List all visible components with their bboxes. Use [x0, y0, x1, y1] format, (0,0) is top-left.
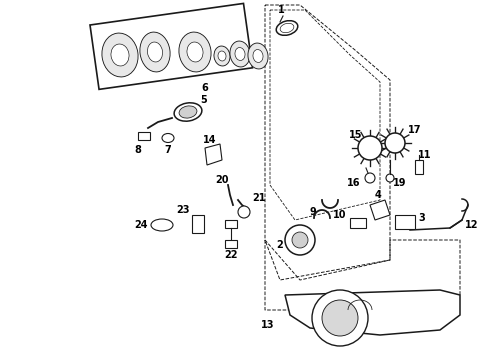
Ellipse shape — [102, 33, 138, 77]
Circle shape — [365, 173, 375, 183]
Text: 9: 9 — [309, 207, 316, 217]
Text: 17: 17 — [408, 125, 421, 135]
Ellipse shape — [230, 41, 250, 67]
Bar — [192, 215, 204, 233]
Ellipse shape — [276, 21, 298, 35]
Text: 20: 20 — [215, 175, 229, 185]
Bar — [138, 132, 150, 140]
Polygon shape — [285, 290, 460, 335]
Text: 12: 12 — [465, 220, 479, 230]
Circle shape — [385, 133, 405, 153]
Text: 21: 21 — [252, 193, 266, 203]
Text: 24: 24 — [134, 220, 148, 230]
Bar — [225, 220, 237, 228]
Ellipse shape — [162, 134, 174, 143]
Text: 8: 8 — [135, 145, 142, 155]
Ellipse shape — [147, 42, 163, 62]
Bar — [415, 160, 423, 174]
Text: 11: 11 — [418, 150, 432, 160]
Ellipse shape — [235, 48, 245, 60]
Text: 19: 19 — [393, 178, 407, 188]
Circle shape — [322, 300, 358, 336]
Text: 16: 16 — [346, 178, 360, 188]
Text: 6: 6 — [201, 83, 208, 93]
Ellipse shape — [187, 42, 203, 62]
Circle shape — [285, 225, 315, 255]
Ellipse shape — [174, 103, 202, 121]
Circle shape — [238, 206, 250, 218]
Ellipse shape — [140, 32, 170, 72]
Text: 5: 5 — [200, 95, 207, 105]
Ellipse shape — [214, 46, 230, 66]
Bar — [90, 4, 252, 89]
Text: 23: 23 — [176, 205, 190, 215]
Text: 4: 4 — [375, 190, 381, 200]
Circle shape — [386, 174, 394, 182]
Bar — [225, 240, 237, 248]
Text: 2: 2 — [276, 240, 283, 250]
Polygon shape — [205, 144, 222, 165]
Ellipse shape — [179, 32, 211, 72]
Bar — [395, 215, 415, 229]
Text: 1: 1 — [278, 5, 285, 15]
Circle shape — [292, 232, 308, 248]
Ellipse shape — [280, 23, 294, 33]
Ellipse shape — [151, 219, 173, 231]
Bar — [350, 218, 366, 228]
Ellipse shape — [253, 50, 263, 63]
Text: 3: 3 — [418, 213, 425, 223]
Ellipse shape — [218, 51, 226, 61]
Text: 14: 14 — [203, 135, 217, 145]
Polygon shape — [370, 200, 390, 220]
Text: 10: 10 — [333, 210, 346, 220]
Circle shape — [312, 290, 368, 346]
Ellipse shape — [248, 43, 268, 69]
Text: 15: 15 — [349, 130, 363, 140]
Ellipse shape — [111, 44, 129, 66]
Text: 22: 22 — [224, 250, 238, 260]
Text: 7: 7 — [165, 145, 172, 155]
Text: 13: 13 — [261, 320, 274, 330]
Circle shape — [358, 136, 382, 160]
Ellipse shape — [179, 106, 197, 118]
